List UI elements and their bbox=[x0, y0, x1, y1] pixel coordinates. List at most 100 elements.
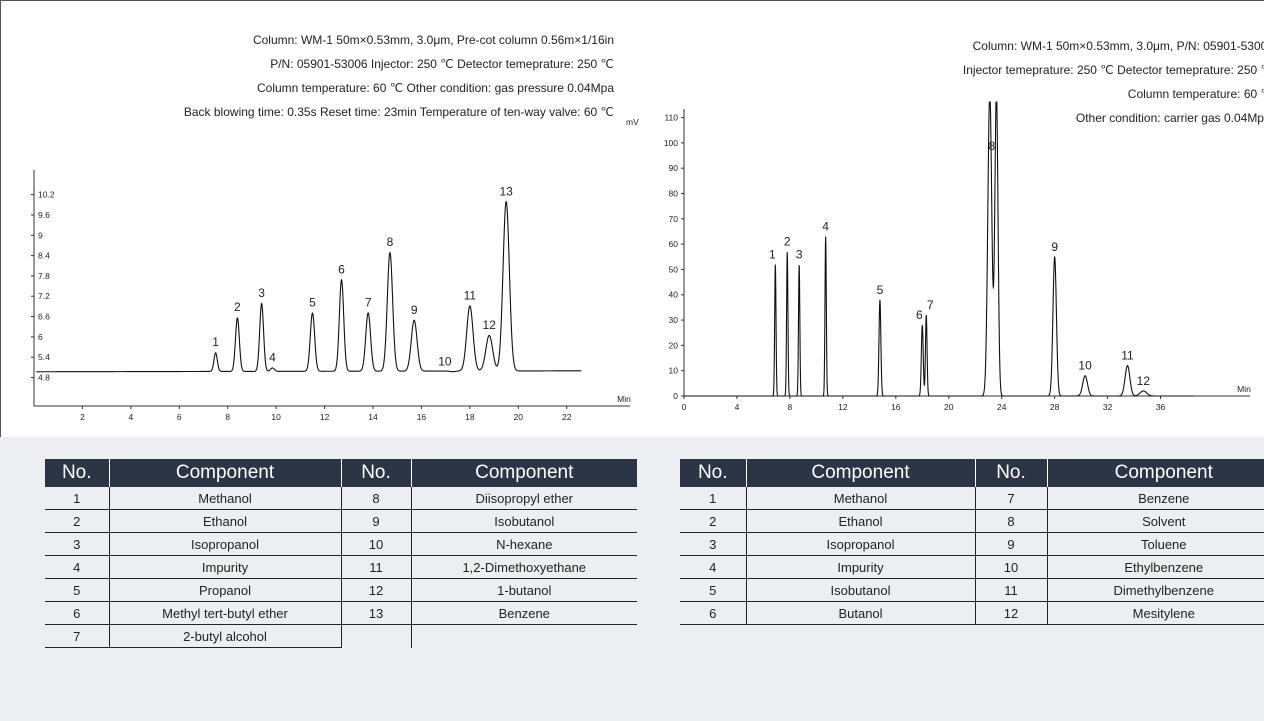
cell-component: Diisopropyl ether bbox=[411, 487, 637, 510]
table-row: 6 Butanol 12 Mesitylene bbox=[680, 601, 1264, 625]
x-tick-label: 2 bbox=[80, 412, 85, 422]
y-tick-label: 10.2 bbox=[38, 190, 55, 200]
y-tick-label: 60 bbox=[669, 239, 679, 249]
table-row: 5 Isobutanol 11 Dimethylbenzene bbox=[680, 578, 1264, 602]
chromatogram-trace bbox=[36, 200, 582, 373]
cell-no: 2 bbox=[680, 509, 747, 533]
cell-no: 8 bbox=[341, 487, 412, 510]
cell-component: Butanol bbox=[746, 601, 976, 625]
y-tick-label: 20 bbox=[669, 340, 679, 350]
peak-label: 11 bbox=[464, 289, 477, 303]
peak-label: 8 bbox=[988, 139, 995, 153]
x-tick-label: 16 bbox=[891, 402, 901, 412]
header-no: No. bbox=[341, 459, 412, 487]
cell-component: Impurity bbox=[109, 555, 342, 579]
y-tick-label: 100 bbox=[664, 138, 678, 148]
y-tick-label: 6.6 bbox=[38, 312, 50, 322]
cell-component: N-hexane bbox=[411, 532, 637, 556]
cell-no: 3 bbox=[680, 532, 747, 556]
x-tick-label: 0 bbox=[682, 402, 687, 412]
x-tick-label: 6 bbox=[177, 412, 182, 422]
peak-label: 3 bbox=[796, 247, 803, 261]
x-tick-label: 8 bbox=[788, 402, 793, 412]
peak-label: 7 bbox=[927, 298, 934, 312]
header-component: Component bbox=[746, 459, 976, 487]
left-condition-line: Column temperature: 60 ℃ Other condition… bbox=[257, 81, 614, 95]
y-tick-label: 10 bbox=[669, 366, 679, 376]
peak-label: 6 bbox=[338, 262, 345, 276]
peak-label: 10 bbox=[438, 354, 452, 368]
y-tick-label: 6 bbox=[38, 332, 43, 342]
right-condition-line: Column temperature: 60 ℃ bbox=[1127, 87, 1264, 101]
cell-no: 7 bbox=[975, 487, 1048, 510]
peak-label: 12 bbox=[483, 318, 497, 332]
x-tick-label: 32 bbox=[1103, 402, 1113, 412]
table-row: 3 Isopropanol 10 N-hexane bbox=[45, 532, 637, 556]
peak-label: 2 bbox=[234, 300, 241, 314]
y-tick-label: 80 bbox=[669, 188, 679, 198]
peak-label: 9 bbox=[1051, 240, 1058, 254]
cell-no: 3 bbox=[45, 532, 110, 556]
cell-component: Methyl tert-butyl ether bbox=[109, 601, 342, 625]
x-tick-label: 20 bbox=[514, 412, 524, 422]
chromatogram-trace bbox=[684, 101, 1194, 397]
cell-component: Isopropanol bbox=[746, 532, 976, 556]
cell-component: Impurity bbox=[746, 555, 976, 579]
peak-label: 5 bbox=[877, 283, 884, 297]
peak-label: 12 bbox=[1137, 374, 1151, 388]
right-condition-line: Column: WM-1 50m×0.53mm, 3.0μm, P/N: 059… bbox=[972, 39, 1264, 53]
y-tick-label: 8.4 bbox=[38, 251, 50, 261]
cell-no: 9 bbox=[975, 532, 1048, 556]
component-table-right: No. Component No. Component 1 Methanol 7 Be… bbox=[680, 459, 1264, 625]
peak-label: 5 bbox=[309, 296, 316, 310]
x-unit-label: Min bbox=[617, 394, 631, 404]
cell-no: 10 bbox=[341, 532, 412, 556]
cell-no: 11 bbox=[975, 578, 1048, 602]
left-condition-line: P/N: 05901-53006 Injector: 250 ℃ Detecto… bbox=[270, 57, 614, 71]
right-conditions: Column: WM-1 50m×0.53mm, 3.0μm, P/N: 059… bbox=[963, 34, 1264, 130]
table-header-row: No. Component No. Component bbox=[45, 459, 637, 487]
cell-no: 6 bbox=[45, 601, 110, 625]
y-unit-label: mV bbox=[626, 117, 639, 127]
cell-component: Ethanol bbox=[746, 509, 976, 533]
cell-component: Ethanol bbox=[109, 509, 342, 533]
y-tick-label: 40 bbox=[669, 290, 679, 300]
x-tick-label: 10 bbox=[271, 412, 281, 422]
header-no: No. bbox=[45, 459, 110, 487]
cell-no: 5 bbox=[680, 578, 747, 602]
left-conditions: Column: WM-1 50m×0.53mm, 3.0μm, Pre-cot … bbox=[184, 28, 614, 124]
cell-no: 11 bbox=[341, 555, 412, 579]
table-row: 1 Methanol 7 Benzene bbox=[680, 487, 1264, 510]
cell-no: 9 bbox=[341, 509, 412, 533]
cell-no: 7 bbox=[45, 624, 110, 648]
y-tick-label: 4.8 bbox=[38, 373, 50, 383]
cell-no: 1 bbox=[45, 487, 110, 510]
y-tick-label: 110 bbox=[664, 113, 678, 123]
y-tick-label: 9 bbox=[38, 230, 43, 240]
y-tick-label: 0 bbox=[673, 391, 678, 401]
table-row: 1 Methanol 8 Diisopropyl ether bbox=[45, 487, 637, 510]
cell-component: Isobutanol bbox=[411, 509, 637, 533]
table-row: 3 Isopropanol 9 Toluene bbox=[680, 532, 1264, 556]
cell-component: Methanol bbox=[109, 487, 342, 510]
table-row: 4 Impurity 11 1,2-Dimethoxyethane bbox=[45, 555, 637, 579]
peak-label: 7 bbox=[365, 296, 372, 310]
cell-no: 4 bbox=[45, 555, 110, 579]
cell-no: 13 bbox=[341, 601, 412, 625]
cell-component: Methanol bbox=[746, 487, 976, 510]
cell-no: 1 bbox=[680, 487, 747, 510]
cell-no: 8 bbox=[975, 509, 1048, 533]
peak-label: 6 bbox=[916, 308, 923, 322]
x-tick-label: 12 bbox=[320, 412, 330, 422]
peak-label: 9 bbox=[411, 303, 418, 317]
x-tick-label: 22 bbox=[562, 412, 572, 422]
cell-component: Isobutanol bbox=[746, 578, 976, 602]
x-tick-label: 4 bbox=[735, 402, 740, 412]
peak-label: 10 bbox=[1078, 359, 1092, 373]
cell-component: 1,2-Dimethoxyethane bbox=[411, 555, 637, 579]
y-tick-label: 9.6 bbox=[38, 210, 50, 220]
y-tick-label: 90 bbox=[669, 163, 679, 173]
y-tick-label: 50 bbox=[669, 264, 679, 274]
table-row: 2 Ethanol 9 Isobutanol bbox=[45, 509, 637, 533]
